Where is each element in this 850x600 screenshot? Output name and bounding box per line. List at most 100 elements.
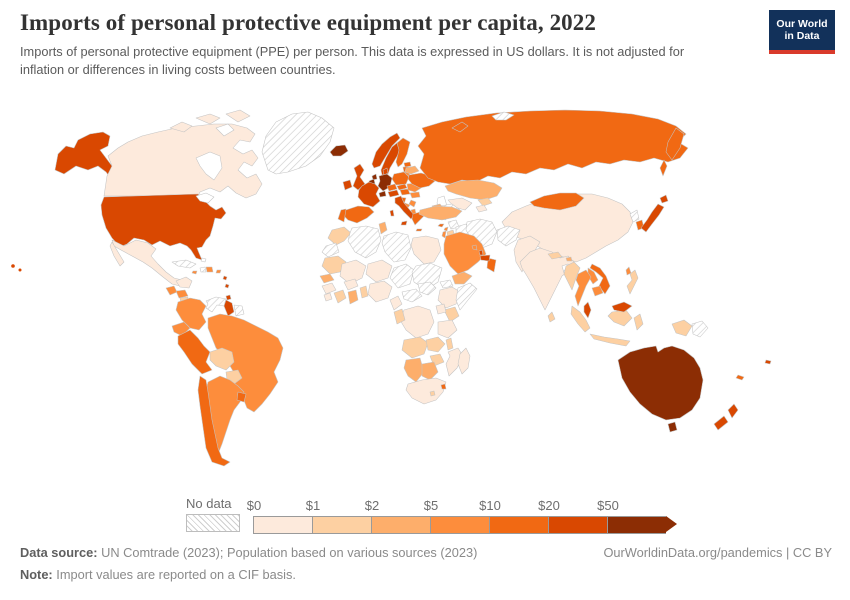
region-peru[interactable] [177,329,213,375]
legend-bin-1[interactable]: $1 [306,498,371,534]
region-serbia[interactable] [408,199,417,208]
legend-bin-0[interactable]: $0 [247,498,312,534]
region-france[interactable] [357,181,381,208]
region-tajikistan[interactable] [475,204,488,213]
region-spain[interactable] [341,205,375,224]
region-czechia[interactable] [386,183,398,192]
region-somalia[interactable] [455,282,478,311]
region-madagascar[interactable] [457,347,471,375]
region-yemen[interactable] [451,271,473,285]
region-cyprus[interactable] [437,223,445,228]
region-novaya-zemlya[interactable] [451,121,469,133]
region-uae[interactable] [479,254,491,262]
region-sicily[interactable] [400,220,408,226]
region-java[interactable] [589,333,631,347]
region-mongolia[interactable] [529,192,585,211]
region-canada[interactable] [103,123,263,199]
region-australia[interactable] [617,345,704,421]
region-iceland[interactable] [329,144,349,157]
region-tunisia[interactable] [378,221,388,235]
region-malaysia[interactable] [583,301,592,319]
region-dominican-republic[interactable] [205,266,214,273]
region-finland[interactable] [395,137,411,168]
region-cameroon[interactable] [389,295,403,311]
region-thailand[interactable] [574,269,592,307]
region-borneo[interactable] [607,309,633,327]
region-guyana[interactable] [223,299,235,317]
region-oman[interactable] [486,257,497,273]
region-bhutan[interactable] [565,256,573,262]
region-tanzania[interactable] [437,319,458,339]
region-nz-south[interactable] [713,415,729,431]
region-nepal[interactable] [547,251,563,260]
legend-bin-2[interactable]: $2 [365,498,430,534]
region-drc[interactable] [399,305,435,339]
region-hungary[interactable] [399,188,411,196]
region-lesotho[interactable] [429,390,436,397]
region-cuba[interactable] [171,259,197,269]
region-philippines[interactable] [626,269,639,295]
region-guinea[interactable] [321,282,337,295]
region-morocco[interactable] [327,226,352,246]
region-sri-lanka[interactable] [547,311,556,323]
region-russia[interactable] [417,109,689,185]
region-switzerland[interactable] [378,190,387,198]
region-western-sahara[interactable] [321,242,340,258]
region-nigeria[interactable] [367,280,393,303]
region-east-malaysia[interactable] [611,301,633,313]
region-colombia[interactable] [175,297,207,331]
legend-bin-3[interactable]: $5 [424,498,489,534]
region-eswatini[interactable] [440,383,447,390]
region-qatar[interactable] [478,249,484,256]
region-botswana[interactable] [421,361,439,381]
region-chile[interactable] [197,375,231,467]
region-baja[interactable] [109,241,125,267]
region-arctic-island-2[interactable] [195,113,221,125]
region-portugal[interactable] [337,208,347,223]
region-south-africa[interactable] [405,377,447,405]
region-nz-north[interactable] [727,403,739,419]
region-venezuela[interactable] [205,296,227,313]
region-kazakhstan[interactable] [444,179,503,201]
region-kenya[interactable] [443,306,460,323]
region-suriname[interactable] [233,304,245,317]
region-kyrgyzstan[interactable] [477,197,493,207]
region-denmark[interactable] [382,167,389,176]
region-kamchatka[interactable] [665,127,685,161]
region-uganda[interactable] [435,303,447,315]
region-senegal[interactable] [319,273,335,284]
region-tasmania[interactable] [667,421,678,433]
region-jamaica[interactable] [191,270,198,275]
region-hokkaido[interactable] [659,194,669,204]
region-crete[interactable] [415,228,423,232]
region-poland[interactable] [391,171,410,186]
region-angola[interactable] [401,336,429,359]
region-austria[interactable] [387,189,400,198]
region-trinidad[interactable] [225,294,232,301]
region-estonia[interactable] [403,161,412,168]
region-malawi[interactable] [445,337,454,351]
region-west-papua[interactable] [671,319,693,337]
region-mauritania[interactable] [321,255,347,275]
region-myanmar[interactable] [563,261,581,291]
region-south-sudan[interactable] [417,281,437,296]
region-turkey[interactable] [418,205,463,221]
region-papua-new-guinea[interactable] [691,320,709,338]
region-namibia[interactable] [403,357,425,383]
region-norway[interactable] [371,132,401,169]
region-ivory-coast[interactable] [333,289,347,304]
region-afghanistan[interactable] [496,225,521,247]
region-egypt[interactable] [410,235,442,265]
region-kuwait[interactable] [471,244,478,251]
region-slovakia[interactable] [396,183,408,191]
region-libya[interactable] [381,231,412,263]
region-honduras[interactable] [175,289,189,299]
region-sulawesi[interactable] [633,313,644,331]
region-zambia[interactable] [425,336,446,353]
region-arctic-island-3[interactable] [225,109,251,123]
region-bahamas[interactable] [200,257,207,263]
region-cambodia[interactable] [591,285,604,297]
region-new-caledonia[interactable] [735,374,745,381]
region-bulgaria[interactable] [409,191,421,199]
owid-logo[interactable]: Our World in Data [769,10,835,54]
